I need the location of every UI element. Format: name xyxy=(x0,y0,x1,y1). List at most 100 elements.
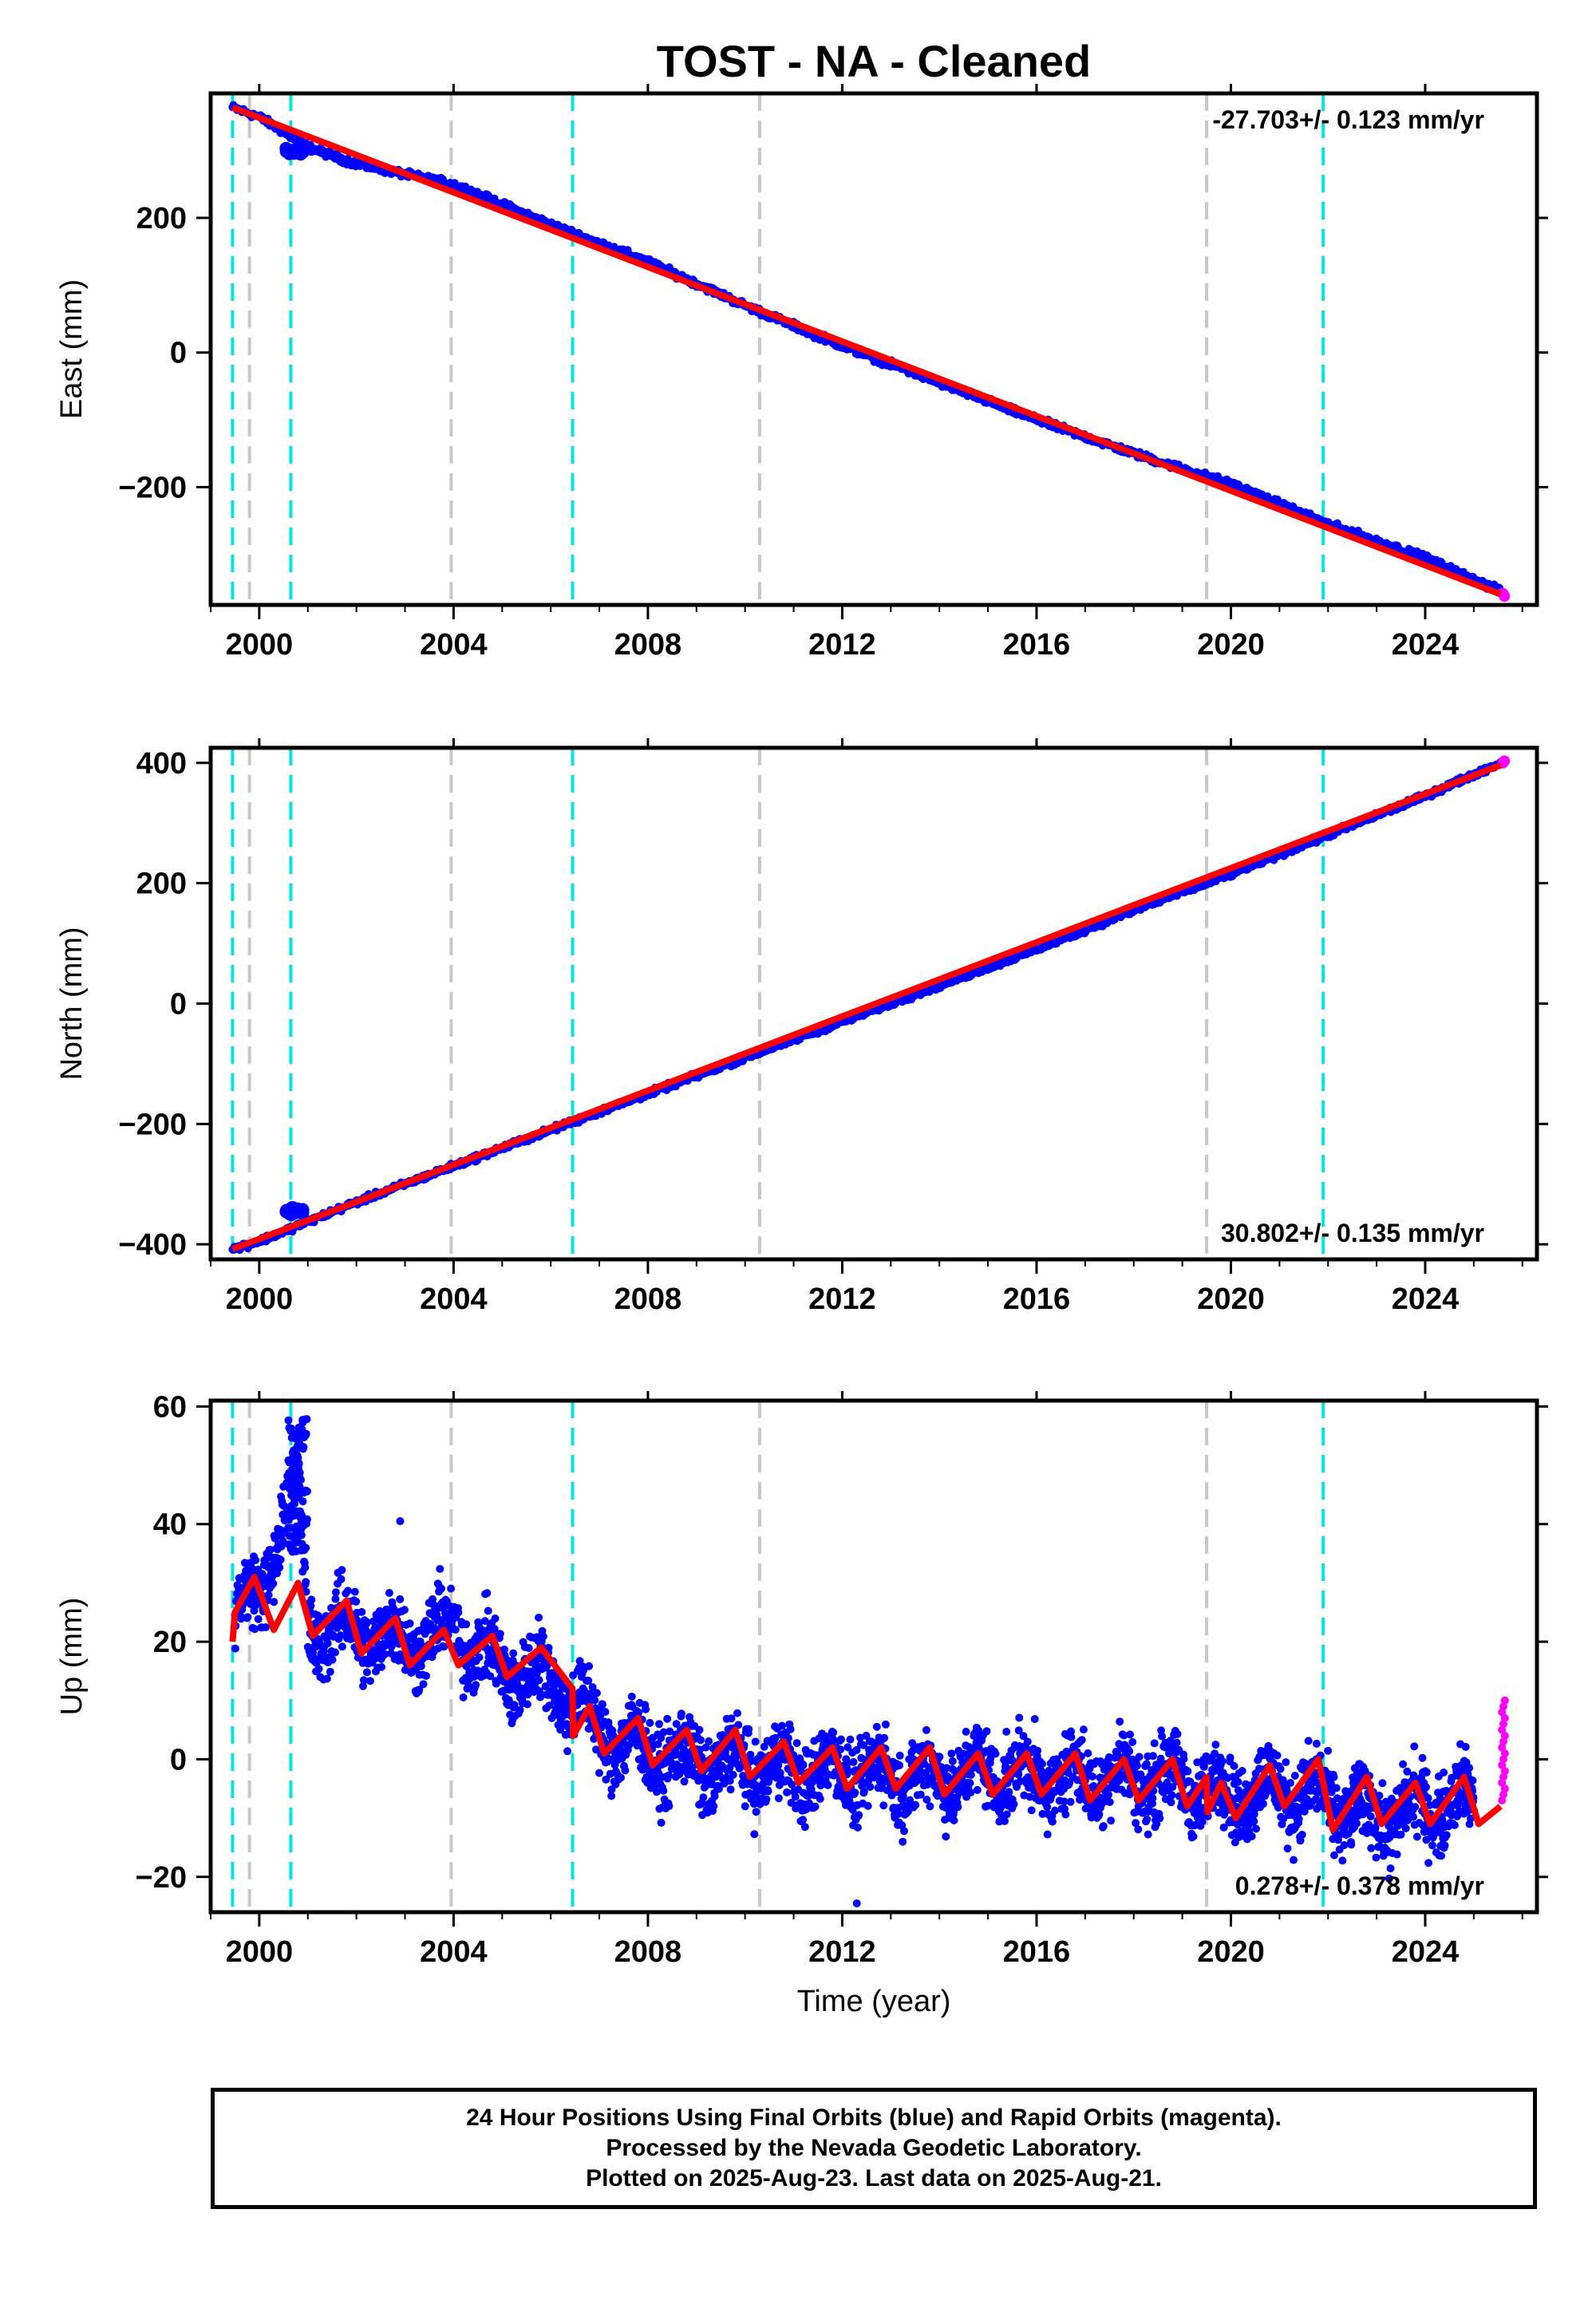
east-point-final xyxy=(282,144,295,158)
up-point-final xyxy=(727,1714,736,1723)
up-point-final xyxy=(350,1587,359,1596)
east-x-tick-label: 2008 xyxy=(614,628,682,662)
up-point-final xyxy=(762,1795,771,1804)
up-point-final xyxy=(323,1639,332,1648)
up-point-final xyxy=(741,1802,749,1811)
up-point-final xyxy=(254,1614,263,1623)
up-point-final xyxy=(385,1589,393,1597)
up-point-final xyxy=(751,1737,760,1746)
up-point-final xyxy=(792,1739,801,1748)
east-x-tick-label: 2016 xyxy=(1003,628,1071,662)
up-point-final xyxy=(665,1802,674,1811)
north-y-tick-label: 0 xyxy=(170,988,187,1022)
east-y-tick-label: 200 xyxy=(136,202,187,235)
up-point-final xyxy=(459,1693,468,1701)
up-point-final xyxy=(617,1773,625,1782)
up-point-final xyxy=(863,1801,872,1810)
up-point-final xyxy=(337,1575,346,1583)
up-point-final xyxy=(777,1721,786,1730)
up-point-final xyxy=(243,1613,252,1622)
up-point-final xyxy=(829,1728,838,1737)
up-point-final xyxy=(264,1591,273,1599)
up-point-final xyxy=(377,1662,386,1671)
up-point-final xyxy=(598,1700,606,1709)
up-point-final xyxy=(585,1662,594,1670)
up-point-final xyxy=(436,1564,444,1573)
up-point-final xyxy=(328,1655,337,1664)
up-point-final xyxy=(726,1785,735,1794)
up-point-final xyxy=(783,1788,792,1796)
up-point-final xyxy=(358,1607,366,1616)
up-point-final xyxy=(472,1681,480,1690)
up-point-final xyxy=(496,1630,504,1638)
up-point-final xyxy=(539,1632,547,1641)
up-point-final xyxy=(462,1620,471,1629)
up-point-final xyxy=(231,1644,239,1653)
north-x-tick-label: 2016 xyxy=(1003,1282,1071,1316)
chart-title: TOST - NA - Cleaned xyxy=(657,36,1092,86)
up-point-final xyxy=(419,1680,428,1689)
up-point-final xyxy=(872,1722,881,1731)
up-point-final xyxy=(535,1676,543,1685)
up-point-final xyxy=(881,1720,890,1729)
up-point-final xyxy=(491,1614,500,1622)
north-x-tick-label: 2020 xyxy=(1197,1282,1265,1316)
up-point-final xyxy=(824,1780,832,1789)
up-point-final xyxy=(696,1736,705,1745)
up-point-final xyxy=(709,1802,718,1811)
north-y-tick-label: 400 xyxy=(136,747,187,781)
up-point-final xyxy=(659,1786,668,1795)
up-point-final xyxy=(791,1792,800,1801)
up-point-final xyxy=(911,1800,920,1809)
up-point-final xyxy=(365,1677,374,1686)
up-point-final xyxy=(853,1824,862,1832)
up-point-final xyxy=(535,1613,543,1622)
up-point-final xyxy=(301,1563,310,1571)
up-point-final xyxy=(627,1692,636,1701)
north-y-tick-label: 200 xyxy=(136,868,187,901)
up-point-final xyxy=(523,1700,531,1709)
up-point-final xyxy=(591,1696,599,1705)
up-point-final xyxy=(307,1595,316,1604)
up-point-final xyxy=(705,1737,713,1745)
up-point-final xyxy=(405,1619,414,1628)
up-point-final xyxy=(417,1662,425,1670)
up-point-final xyxy=(799,1816,808,1824)
up-point-final xyxy=(695,1725,704,1734)
up-point-final xyxy=(437,1584,446,1593)
up-point-final xyxy=(800,1823,809,1832)
up-point-final xyxy=(509,1649,518,1658)
up-point-final xyxy=(733,1709,741,1717)
up-point-final xyxy=(900,1827,908,1836)
east-x-tick-label: 2000 xyxy=(226,628,294,662)
east-x-tick-label: 2012 xyxy=(808,628,876,662)
up-point-final xyxy=(745,1725,753,1733)
up-point-final xyxy=(849,1757,858,1766)
north-x-tick-label: 2024 xyxy=(1392,1282,1460,1316)
north-model-line xyxy=(231,762,1502,1252)
up-point-final xyxy=(331,1588,340,1597)
up-point-final xyxy=(895,1761,904,1769)
up-point-final xyxy=(680,1777,689,1786)
up-point-final xyxy=(352,1597,361,1606)
east-x-tick-label: 2020 xyxy=(1197,628,1265,662)
up-point-final xyxy=(270,1598,279,1607)
north-x-tick-label: 2004 xyxy=(420,1282,488,1316)
up-point-final xyxy=(269,1579,278,1587)
up-point-final xyxy=(866,1783,875,1791)
north-point-final xyxy=(294,1205,308,1218)
up-point-final xyxy=(922,1725,930,1734)
up-point-final xyxy=(788,1780,796,1789)
east-y-tick-label: −200 xyxy=(118,471,187,504)
east-rate-label: -27.703+/- 0.123 mm/yr xyxy=(1212,105,1484,134)
up-point-final xyxy=(811,1802,820,1811)
up-point-final xyxy=(729,1771,737,1779)
north-point-rapid xyxy=(1499,755,1511,767)
up-data-points xyxy=(231,1415,1509,1907)
up-point-final xyxy=(484,1607,492,1615)
north-rate-label: 30.802+/- 0.135 mm/yr xyxy=(1221,1219,1484,1247)
up-point-final xyxy=(621,1766,630,1775)
up-point-final xyxy=(663,1714,672,1723)
north-x-tick-label: 2008 xyxy=(614,1282,682,1316)
